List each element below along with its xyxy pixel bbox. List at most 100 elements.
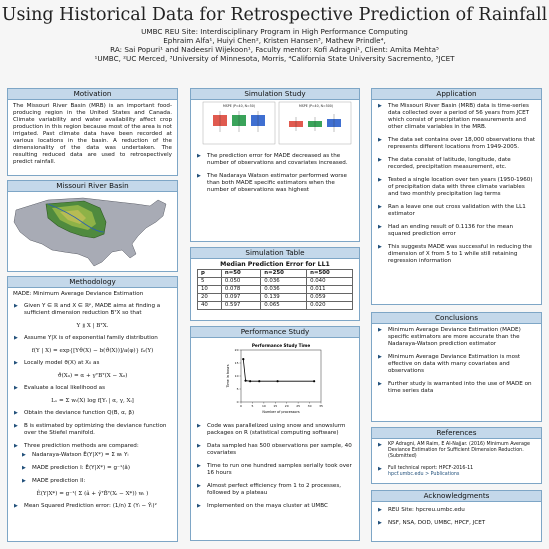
performance-line-chart: Performance Study Time Number of processo… bbox=[226, 343, 323, 414]
data-point bbox=[242, 358, 245, 361]
poster-title: Using Historical Data for Retrospective … bbox=[1, 5, 548, 25]
methodology-heading: Methodology bbox=[8, 277, 177, 288]
application-bullet: Tested a single location over ten years … bbox=[377, 177, 536, 198]
y-tick-label: 10 bbox=[235, 374, 239, 378]
simulation-study-heading: Simulation Study bbox=[191, 89, 359, 100]
results-table: p n=50 n=250 n=500 5 0.050 0.036 0.040 1… bbox=[197, 269, 353, 310]
table-caption: Median Prediction Error for LL1 bbox=[220, 261, 330, 268]
application-bullet: The Missouri River Basin (MRB) data is t… bbox=[377, 103, 536, 131]
table-cell: 0.597 bbox=[220, 301, 262, 310]
reference-item: KP Adragni, AM Raim, E Al-Najjar. (2016)… bbox=[377, 442, 536, 460]
data-point bbox=[276, 380, 279, 383]
conclusion-bullet: Further study is warranted into the use … bbox=[377, 381, 536, 395]
simulation-study-panel: Simulation Study MSPE (P=40, N=50) MSPE … bbox=[190, 88, 360, 242]
application-bullet: This suggests MADE was successful in red… bbox=[377, 244, 536, 265]
references-heading: References bbox=[372, 428, 541, 439]
data-point bbox=[258, 380, 261, 383]
method-bullet: Obtain the deviance function Q(B, α, β) bbox=[13, 410, 172, 417]
motivation-panel: Motivation The Missouri River Basin (MRB… bbox=[7, 88, 178, 176]
performance-heading: Performance Study bbox=[191, 327, 359, 338]
method-sub-bullet: MADE prediction I: Ê(Y|X*) = g⁻¹(â) bbox=[21, 465, 172, 472]
us-map-image bbox=[13, 197, 167, 267]
performance-panel: Performance Study Performance Study Time… bbox=[190, 326, 360, 541]
table-cell: 0.020 bbox=[306, 301, 353, 310]
methodology-intro: MADE: Minimum Average Deviance Estimatio… bbox=[13, 291, 144, 297]
application-heading: Application bbox=[372, 89, 541, 100]
equation: ϑ(X₀) = α + γᵀBᵀ(X − X₀) bbox=[57, 373, 128, 379]
x-tick-label: 20 bbox=[285, 404, 289, 408]
table-cell: 20 bbox=[197, 293, 222, 302]
table-cell: 0.040 bbox=[306, 277, 353, 286]
motivation-text: The Missouri River Basin (MRB) is an imp… bbox=[13, 103, 172, 165]
motivation-heading: Motivation bbox=[8, 89, 177, 100]
authors-line: Ephraim Alfa¹, Huiyi Chen², Kristen Hans… bbox=[163, 36, 386, 45]
table-cell: 40 bbox=[197, 301, 222, 310]
y-tick-label: 20 bbox=[235, 348, 239, 352]
method-bullet: Assume Y|X is of exponential family dist… bbox=[13, 335, 172, 342]
method-bullet: Evaluate a local likelihood as bbox=[13, 385, 172, 392]
equation: f(Y | X) = exp{[Yϑ(X) − b(ϑ(X))]/a(φ)} f… bbox=[31, 348, 154, 354]
table-header: n=500 bbox=[306, 269, 353, 278]
data-point bbox=[244, 379, 247, 382]
table-row: 10 0.078 0.036 0.011 bbox=[197, 285, 353, 294]
acknowledgments-panel: Acknowledgments REU Site: hpcreu.umbc.ed… bbox=[371, 490, 542, 542]
table-row: 40 0.597 0.065 0.020 bbox=[197, 301, 353, 310]
x-tick-label: 0 bbox=[240, 404, 242, 408]
table-cell: 0.036 bbox=[260, 285, 308, 294]
table-cell: 0.036 bbox=[260, 277, 308, 286]
boxplot-right-title: MSPE (P=40, N=500) bbox=[299, 104, 333, 108]
conclusions-panel: Conclusions Minimum Average Deviance Est… bbox=[371, 312, 542, 422]
simulation-table-heading: Simulation Table bbox=[191, 248, 359, 259]
basin-heading: Missouri River Basin bbox=[8, 181, 177, 192]
acknowledgment-item: NSF, NSA, DOD, UMBC, HPCF, JCET bbox=[377, 520, 536, 527]
table-row: 20 0.097 0.139 0.059 bbox=[197, 293, 353, 302]
plot-frame bbox=[240, 349, 322, 403]
reference-item: Full technical report: HPCF-2016-11 hpcf… bbox=[377, 466, 536, 478]
simulation-bullet: The Nadaraya Watson estimator performed … bbox=[196, 173, 354, 194]
boxplot-left-title: MSPE (P=40, N=50) bbox=[223, 104, 255, 108]
reference-text: Full technical report: HPCF-2016-11 bbox=[388, 466, 474, 471]
y-tick-label: 15 bbox=[235, 361, 239, 365]
equation: Ê(Y|X*) = g⁻¹( Σ (â + γ̂ᵀB̂ᵀ(Xᵢ − X*)) w… bbox=[36, 491, 149, 497]
program-line: UMBC REU Site: Interdisciplinary Program… bbox=[141, 27, 408, 36]
table-cell: 0.065 bbox=[260, 301, 308, 310]
x-tick-label: 5 bbox=[251, 404, 253, 408]
equation: Lₓ = Σ wᵢ(X) log f[Yᵢ | α, γ, Xᵢ] bbox=[51, 398, 134, 404]
y-axis-label: Time in hours bbox=[226, 364, 230, 388]
table-header: n=250 bbox=[260, 269, 308, 278]
table-cell: 0.011 bbox=[306, 285, 353, 294]
performance-bullet: Implemented on the maya cluster at UMBC bbox=[196, 503, 354, 510]
simulation-bullet: The prediction error for MADE decreased … bbox=[196, 153, 354, 167]
table-cell: 10 bbox=[197, 285, 222, 294]
performance-bullet: Data sampled has 500 observations per sa… bbox=[196, 443, 354, 457]
affiliations-line: ¹UMBC, ²UC Merced, ³University of Minnes… bbox=[94, 54, 455, 63]
methodology-panel: Methodology MADE: Minimum Average Devian… bbox=[7, 276, 178, 542]
method-bullet: Three prediction methods are compared: bbox=[13, 443, 172, 450]
ras-line: RA: Sai Popuri¹ and Nadeesri Wijekoon¹, … bbox=[110, 45, 439, 54]
chart-title: Performance Study Time bbox=[252, 343, 311, 348]
table-row: 5 0.050 0.036 0.040 bbox=[197, 277, 353, 286]
conclusion-bullet: Minimum Average Deviance Estimation is m… bbox=[377, 354, 536, 375]
method-bullet: Mean Squared Prediction error: (1/n) Σ (… bbox=[13, 503, 172, 510]
application-bullet: The data set contains over 18,000 observ… bbox=[377, 137, 536, 151]
simulation-table-panel: Simulation Table Median Prediction Error… bbox=[190, 247, 360, 321]
reference-link[interactable]: hpcf.umbc.edu > Publications bbox=[388, 472, 460, 477]
application-panel: Application The Missouri River Basin (MR… bbox=[371, 88, 542, 305]
series-line bbox=[242, 359, 315, 382]
table-cell: 5 bbox=[197, 277, 222, 286]
x-tick-label: 15 bbox=[273, 404, 277, 408]
data-point bbox=[313, 380, 316, 383]
y-tick-label: 5 bbox=[237, 387, 239, 391]
application-bullet: The data consist of latitude, longitude,… bbox=[377, 157, 536, 171]
conclusion-bullet: Minimum Average Deviance Estimation (MAD… bbox=[377, 327, 536, 348]
table-header: p bbox=[197, 269, 222, 278]
basin-panel: Missouri River Basin bbox=[7, 180, 178, 272]
method-sub-bullet: MADE prediction II: bbox=[21, 478, 172, 485]
y-tick-label: 0 bbox=[237, 400, 239, 404]
performance-bullet: Code was parallelized using snow and sno… bbox=[196, 423, 354, 437]
method-bullet: B is estimated by optimizing the devianc… bbox=[13, 423, 172, 437]
performance-bullet: Almost perfect efficiency from 1 to 2 pr… bbox=[196, 483, 354, 497]
x-tick-label: 10 bbox=[262, 404, 266, 408]
x-tick-label: 25 bbox=[296, 404, 300, 408]
table-cell: 0.097 bbox=[220, 293, 262, 302]
